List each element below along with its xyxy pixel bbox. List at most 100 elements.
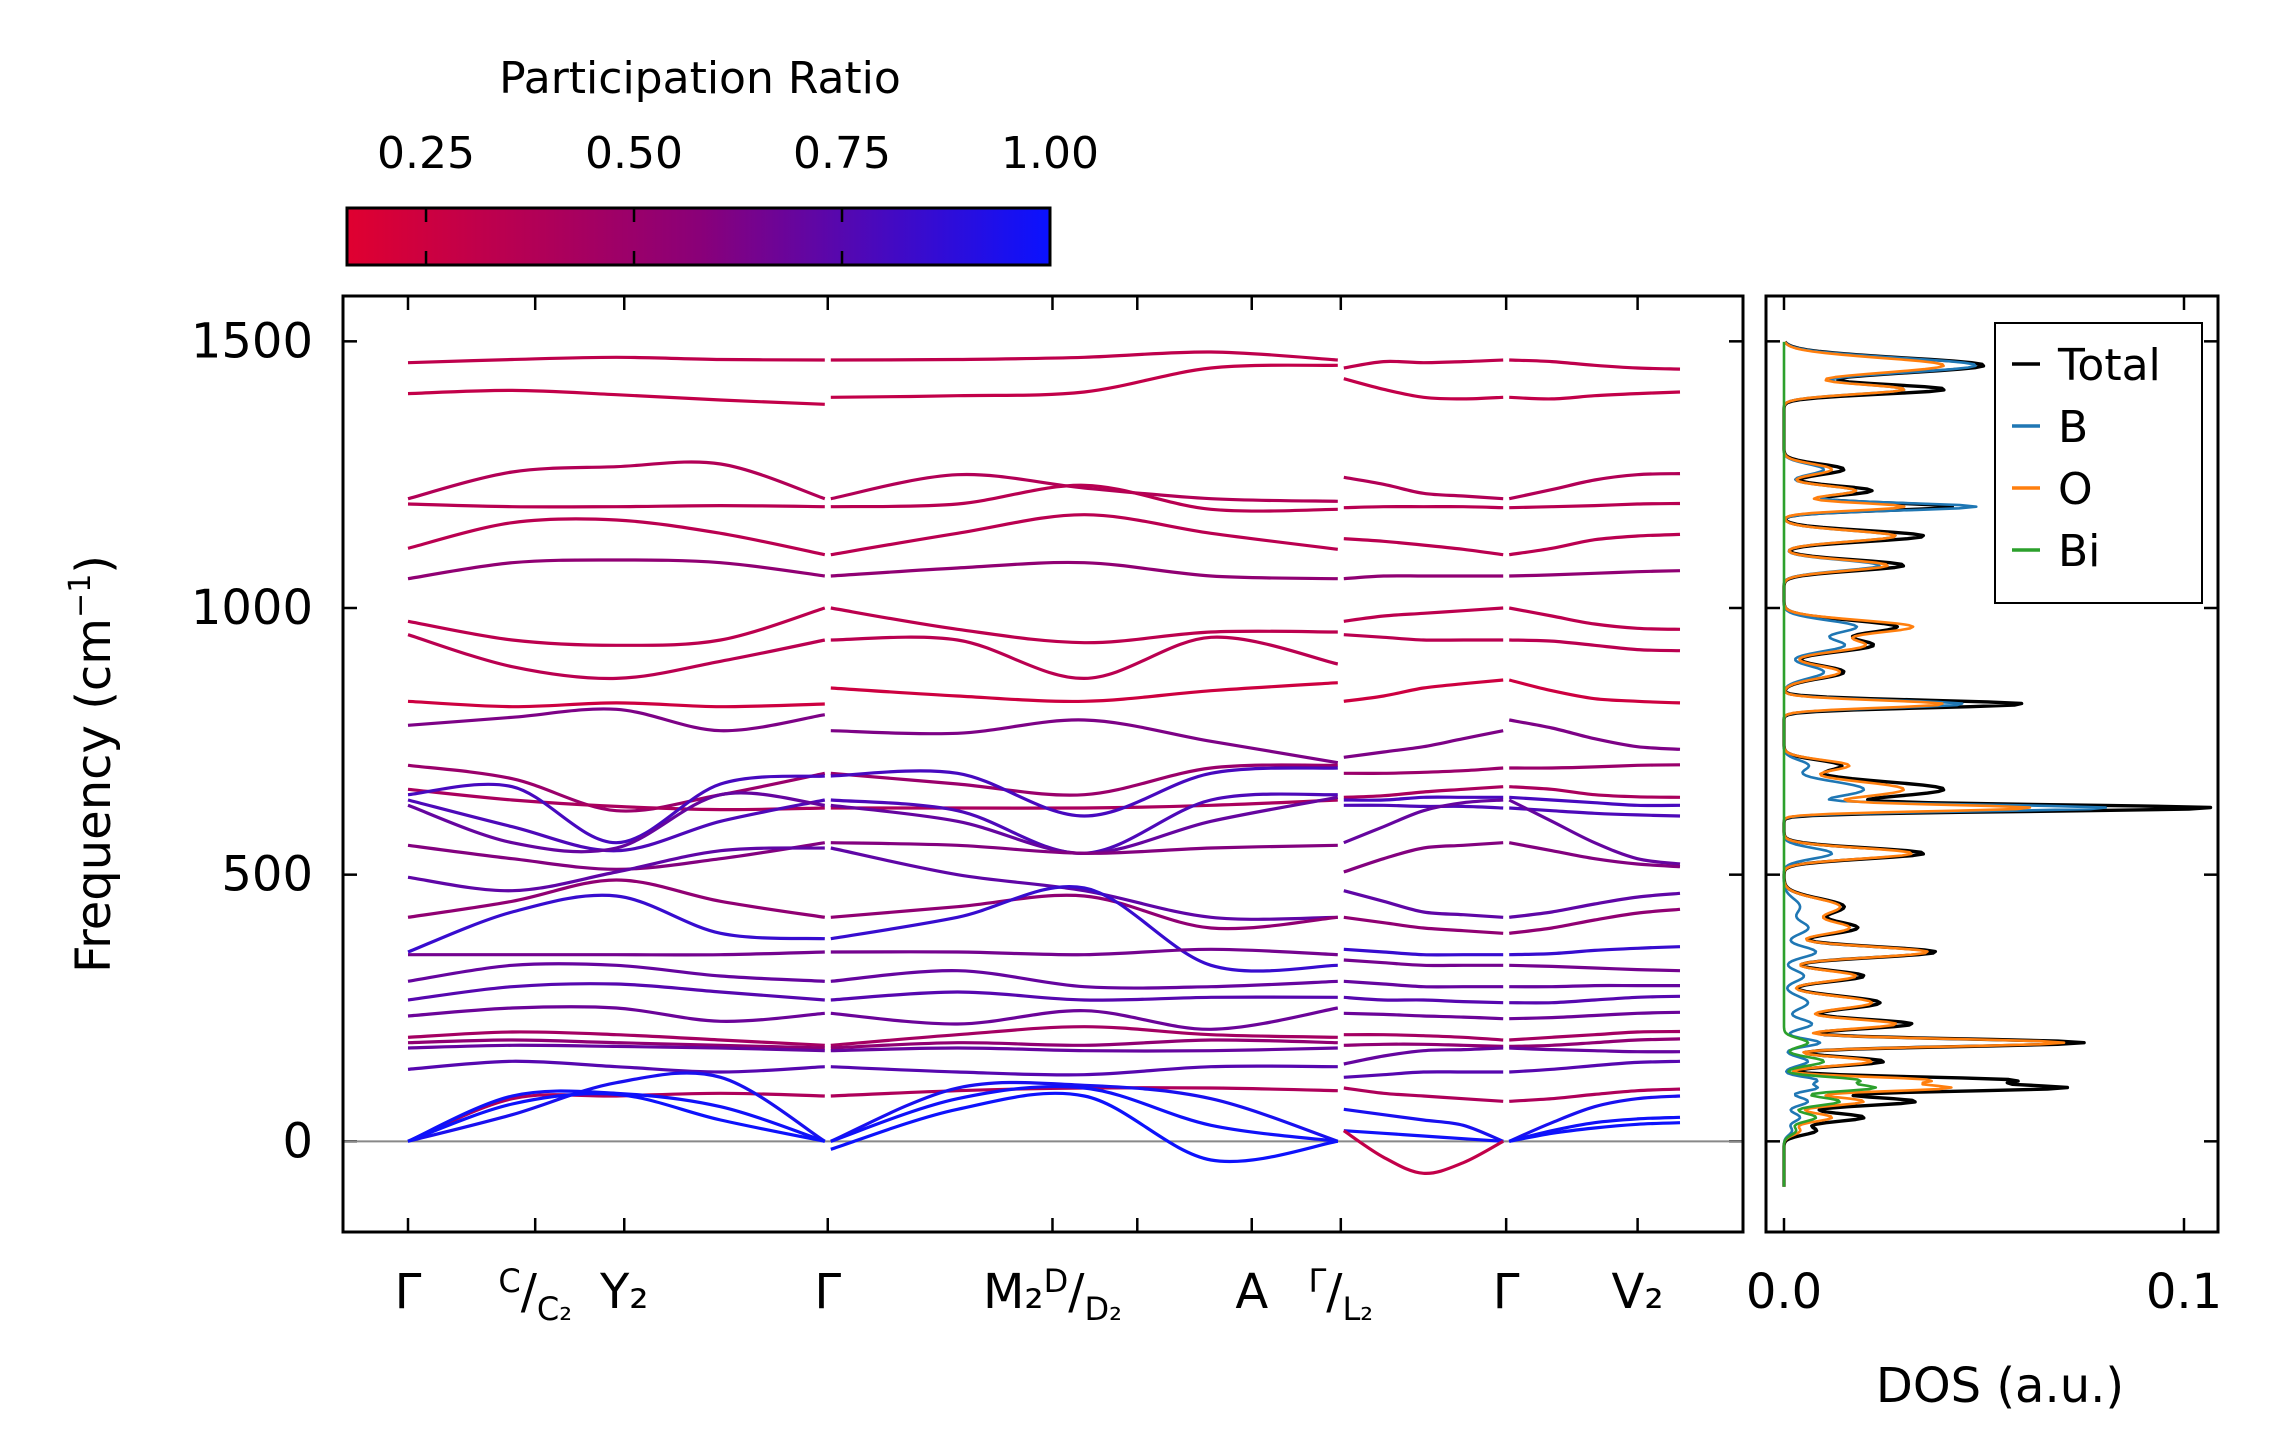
phonon-band bbox=[1508, 532, 1681, 557]
phonon-band bbox=[1343, 947, 1504, 957]
phonon-band bbox=[1343, 785, 1504, 799]
phonon-band bbox=[1509, 806, 1681, 818]
phonon-band bbox=[407, 707, 826, 733]
phonon-band bbox=[1509, 1087, 1681, 1103]
k-label-pre: C bbox=[498, 1262, 520, 1300]
phonon-band bbox=[407, 1030, 825, 1047]
phonon-band bbox=[1508, 472, 1681, 501]
dos-panel: 0.0 0.1 DOS (a.u.) Total BO Bi bbox=[1746, 294, 2222, 1414]
phonon-band bbox=[1343, 979, 1504, 989]
phonon-band bbox=[1343, 1046, 1504, 1066]
phonon-band bbox=[1509, 994, 1681, 1005]
phonon-band bbox=[407, 878, 826, 919]
dos-curve-bi bbox=[1782, 341, 1878, 1187]
k-label-slash: / bbox=[1068, 1264, 1085, 1320]
phonon-band bbox=[830, 1006, 1339, 1031]
phonon-band bbox=[1509, 569, 1681, 578]
k-label-post: C₂ bbox=[537, 1290, 572, 1328]
phonon-bands bbox=[407, 350, 1681, 1175]
phonon-band bbox=[1508, 718, 1681, 751]
phonon-band bbox=[1343, 1042, 1504, 1048]
phonon-band bbox=[1509, 501, 1681, 510]
phonon-band bbox=[830, 635, 1339, 681]
phonon-band bbox=[1343, 1129, 1504, 1143]
phonon-band bbox=[407, 791, 825, 854]
dos-x-axis-label: DOS (a.u.) bbox=[1876, 1358, 2124, 1414]
k-label-post: D₂ bbox=[1084, 1290, 1121, 1328]
phonon-band bbox=[1508, 841, 1681, 869]
phonon-band bbox=[1509, 1037, 1681, 1048]
phonon-band bbox=[1343, 1033, 1504, 1042]
phonon-band bbox=[1343, 377, 1504, 401]
dos-x-tick-label: 0.1 bbox=[2146, 1264, 2222, 1320]
phonon-band bbox=[1508, 1115, 1681, 1143]
dos-axis-ticks: 0.0 0.1 bbox=[1746, 296, 2222, 1320]
colorbar-tick-label: 0.25 bbox=[377, 128, 475, 179]
legend-box bbox=[1994, 322, 2203, 604]
phonon-band bbox=[407, 982, 825, 1002]
phonon-band bbox=[830, 1084, 1338, 1143]
phonon-band bbox=[830, 513, 1338, 557]
phonon-band bbox=[407, 558, 826, 581]
phonon-band bbox=[407, 502, 825, 509]
phonon-band bbox=[1343, 1107, 1504, 1143]
colorbar-tick-label: 0.75 bbox=[793, 128, 891, 179]
colorbar-title: Participation Ratio bbox=[499, 53, 901, 104]
k-point-label: Γ/L₂ bbox=[1308, 1262, 1373, 1328]
phonon-band bbox=[407, 846, 825, 893]
phonon-band bbox=[1509, 358, 1681, 371]
k-point-label: C/C₂ bbox=[498, 1262, 572, 1328]
phonon-band bbox=[830, 472, 1338, 503]
phonon-band bbox=[1343, 1086, 1504, 1103]
phonon-band bbox=[1509, 1046, 1681, 1054]
phonon-band bbox=[830, 681, 1338, 704]
dos-curve-o bbox=[1782, 341, 2066, 1187]
phonon-band bbox=[407, 460, 826, 501]
colorbar-gradient bbox=[345, 206, 1052, 267]
phonon-band bbox=[407, 893, 825, 954]
legend-label: O bbox=[2058, 464, 2093, 515]
phonon-band bbox=[407, 517, 826, 557]
phonon-band bbox=[830, 766, 1338, 818]
phonon-band bbox=[830, 350, 1338, 362]
phonon-band bbox=[830, 841, 1338, 855]
phonon-band bbox=[830, 1038, 1338, 1050]
phonon-band bbox=[830, 1046, 1338, 1053]
y-tick-label: 1000 bbox=[191, 580, 313, 636]
phonon-band bbox=[1343, 475, 1504, 501]
phonon-band bbox=[830, 363, 1338, 399]
k-point-label: A bbox=[1235, 1264, 1268, 1320]
dos-legend: Total BO Bi bbox=[1994, 322, 2203, 604]
phonon-band bbox=[407, 841, 826, 871]
dos-axes-frame bbox=[1764, 294, 2220, 1234]
phonon-band bbox=[830, 846, 1338, 921]
phonon-band bbox=[1509, 795, 1681, 808]
phonon-band bbox=[830, 763, 1338, 797]
phonon-band bbox=[1343, 798, 1504, 845]
phonon-band bbox=[1343, 358, 1504, 370]
phonon-band bbox=[1509, 1010, 1681, 1021]
phonon-band bbox=[407, 774, 825, 845]
phonon-band bbox=[407, 699, 825, 709]
phonon-band bbox=[1343, 841, 1504, 874]
phonon-band bbox=[1509, 638, 1681, 653]
phonon-band bbox=[407, 1038, 825, 1050]
phonon-band bbox=[1343, 505, 1504, 510]
phonon-band bbox=[407, 633, 826, 681]
phonon-band bbox=[830, 947, 1338, 957]
colorbar-tick-label: 0.50 bbox=[585, 128, 683, 179]
phonon-band bbox=[1509, 785, 1681, 799]
phonon-band bbox=[830, 1025, 1338, 1047]
k-label-post: L₂ bbox=[1342, 1290, 1373, 1328]
legend-label: Total bbox=[2057, 340, 2161, 391]
phonon-band bbox=[407, 962, 825, 983]
y-axis-label: Frequency (cm−1) bbox=[63, 555, 122, 973]
k-point-label: V₂ bbox=[1612, 1264, 1664, 1320]
y-tick-label: 500 bbox=[221, 847, 313, 903]
k-label-slash: / bbox=[1326, 1264, 1343, 1320]
phonon-band bbox=[1508, 606, 1681, 631]
phonon-band bbox=[1343, 803, 1504, 810]
phonon-band bbox=[407, 1043, 825, 1053]
phonon-band bbox=[830, 1091, 1339, 1164]
